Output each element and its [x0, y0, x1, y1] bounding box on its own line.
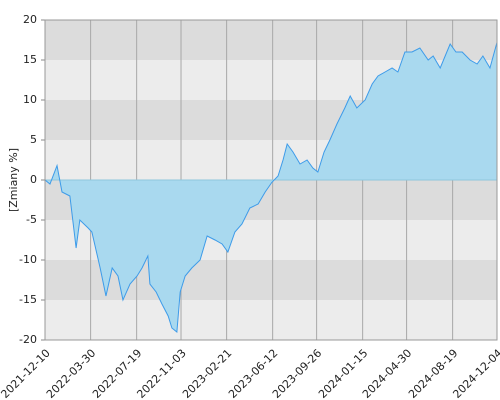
y-tick-label: -15 — [19, 293, 37, 306]
y-tick-label: 15 — [23, 53, 37, 66]
band — [45, 300, 497, 340]
y-tick-label: 20 — [23, 13, 37, 26]
y-tick-label: -5 — [26, 213, 37, 226]
y-tick-label: 5 — [30, 133, 37, 146]
plot-frame — [44, 19, 498, 341]
line — [44, 42, 498, 333]
y-tick-label: 0 — [30, 173, 37, 186]
y-axis-label: [Zmiany %] — [7, 148, 20, 212]
y-tick-label: -10 — [19, 253, 37, 266]
band — [45, 20, 497, 60]
area — [45, 42, 497, 333]
y-tick-label: -20 — [19, 333, 37, 346]
y-tick-label: 10 — [23, 93, 37, 106]
